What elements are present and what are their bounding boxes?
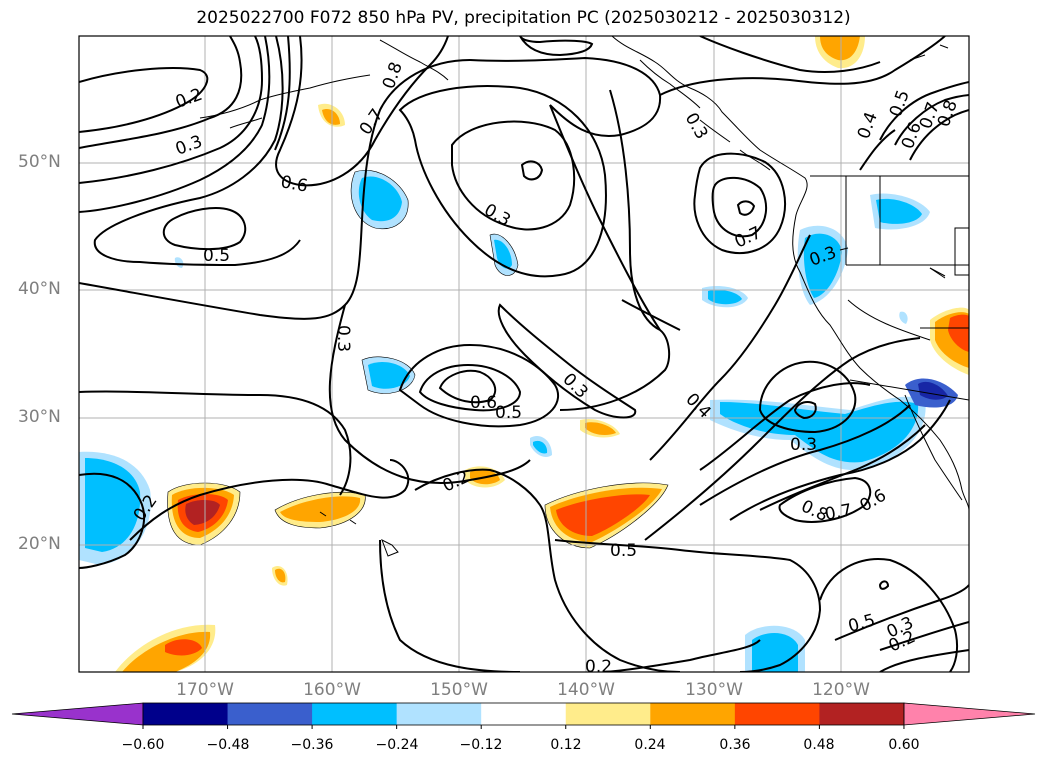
lat-label: 30°N xyxy=(18,407,61,427)
colorbar-segment xyxy=(481,703,567,725)
colorbar-outline xyxy=(142,702,905,726)
colorbar-segment xyxy=(312,703,398,725)
lon-label: 130°W xyxy=(685,680,743,700)
colorbar-tick: −0.12 xyxy=(459,737,503,753)
contour-label: 0.5 xyxy=(610,541,637,561)
contour-label: 0.6 xyxy=(279,172,309,196)
colorbar-tick: 0.60 xyxy=(888,737,920,753)
pv-contours xyxy=(79,36,969,672)
colorbar-segment xyxy=(227,703,313,725)
contour-label: 0.5 xyxy=(203,246,230,266)
lon-label: 140°W xyxy=(557,680,615,700)
colorbar-tick: 0.24 xyxy=(634,737,666,753)
colorbar-tick: −0.60 xyxy=(121,737,165,753)
contour-label: 0.6 xyxy=(470,393,497,413)
colorbar-tick: 0.48 xyxy=(803,737,835,753)
map-border xyxy=(78,35,970,673)
lon-label: 170°W xyxy=(176,680,234,700)
colorbar-tick: −0.24 xyxy=(375,737,419,753)
colorbar-segment xyxy=(143,703,229,725)
lon-label: 160°W xyxy=(303,680,361,700)
contour-label: 0.7 xyxy=(823,501,853,525)
colorbar-segment xyxy=(650,703,736,725)
colorbar-tick: 0.36 xyxy=(719,737,751,753)
contour-label: 0.2 xyxy=(585,657,612,677)
contour-label: 0.5 xyxy=(495,403,522,423)
colorbar-extend-low xyxy=(11,702,144,726)
colorbar-tick: −0.36 xyxy=(290,737,334,753)
colorbar-tick: −0.48 xyxy=(206,737,250,753)
lat-label: 20°N xyxy=(18,534,61,554)
colorbar-segment xyxy=(396,703,482,725)
colorbar-extend-high xyxy=(903,702,1036,726)
lat-label: 50°N xyxy=(18,152,61,172)
lon-label: 150°W xyxy=(430,680,488,700)
contour-label: 0.3 xyxy=(333,325,353,352)
contour-label: 0.3 xyxy=(790,435,817,455)
precip-positive-max xyxy=(185,499,220,525)
coastlines xyxy=(199,36,969,557)
lat-label: 40°N xyxy=(18,279,61,299)
colorbar-segment xyxy=(734,703,820,725)
colorbar-tick: 0.12 xyxy=(550,737,582,753)
lon-label: 120°W xyxy=(812,680,870,700)
colorbar xyxy=(11,702,1036,729)
plot-title: 2025022700 F072 850 hPa PV, precipitatio… xyxy=(196,8,851,28)
colorbar-segment xyxy=(565,703,651,725)
map-canvas: 0.2 0.3 0.5 0.6 0.7 0.8 0.3 0.3 0.6 0.5 … xyxy=(78,35,970,677)
colorbar-segment xyxy=(819,703,905,725)
